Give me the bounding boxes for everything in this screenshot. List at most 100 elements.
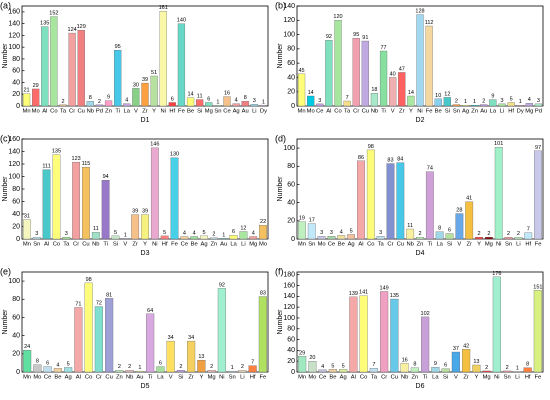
bar (347, 234, 356, 240)
value-label: 146 (150, 142, 159, 148)
bar (504, 237, 513, 240)
y-axis-label: Number (2, 43, 9, 69)
x-tick-label: Mo (307, 109, 315, 115)
y-tick-label: 40 (287, 74, 295, 81)
value-label: 2 (210, 364, 213, 370)
bar (325, 40, 333, 107)
x-tick-label: Cr (73, 242, 79, 248)
x-tick-label: Co (360, 375, 367, 381)
value-label: 8 (413, 362, 416, 368)
x-tick-label: Fe (178, 109, 185, 115)
x-tick-label: Nb (87, 109, 94, 115)
value-label: 16 (402, 357, 408, 363)
x-tick-label: Au (480, 109, 487, 115)
value-label: 4 (235, 98, 238, 104)
x-tick-label: Al (351, 375, 356, 381)
value-label: 95 (115, 44, 121, 50)
value-label: 13 (473, 359, 479, 365)
x-tick-label: Al (42, 109, 47, 115)
value-label: 3 (330, 230, 333, 236)
value-label: 4 (193, 230, 196, 236)
x-tick-label: Pd (535, 109, 542, 115)
value-label: 7 (527, 227, 530, 233)
bar (23, 350, 32, 373)
x-tick-label: Y (409, 109, 413, 115)
x-tick-label: Al (44, 242, 49, 248)
value-label: 77 (380, 45, 386, 51)
bar (366, 149, 375, 240)
bar (475, 237, 483, 240)
y-tick-label: 40 (12, 332, 20, 339)
value-label: 130 (170, 152, 179, 158)
x-tick-label: Ce (44, 375, 51, 381)
x-tick-label: Be (435, 109, 442, 115)
bar (72, 161, 81, 240)
x-tick-label: Mo (308, 375, 316, 381)
value-label: 4 (125, 98, 128, 104)
value-label: 1 (138, 365, 141, 371)
bar (248, 365, 257, 373)
x-tick-label: Ce (328, 242, 335, 248)
y-tick-label: 120 (8, 161, 20, 168)
value-label: 115 (82, 161, 91, 167)
x-axis-label: D5 (141, 383, 150, 390)
value-label: 37 (453, 346, 459, 352)
x-tick-label: Cr (387, 242, 393, 248)
y-tick-label: 20 (12, 351, 20, 358)
value-label: 3 (253, 98, 256, 104)
value-label: 2 (61, 99, 64, 105)
x-tick-label: Ti (115, 109, 120, 115)
bar (187, 340, 196, 373)
value-label: 18 (371, 87, 377, 93)
x-tick-label: Mn (298, 375, 306, 381)
value-label: 135 (52, 149, 61, 155)
value-label: 112 (425, 20, 434, 26)
value-label: 64 (147, 308, 153, 314)
bar (435, 231, 444, 240)
y-tick-label: 160 (8, 136, 20, 143)
panel: 02040608010012014045Mn14Mo3Ce92Al120Co7T… (275, 0, 544, 124)
y-tick-label: 0 (291, 236, 295, 243)
bar (41, 26, 49, 107)
value-label: 1 (516, 365, 519, 371)
value-label: 120 (333, 14, 342, 20)
y-tick-label: 160 (8, 9, 20, 16)
bar (249, 236, 258, 240)
bar (390, 298, 399, 373)
bar (451, 351, 460, 373)
bar (125, 370, 134, 373)
x-tick-label: Ta (371, 375, 378, 381)
bar (318, 369, 327, 373)
bar (43, 366, 52, 373)
y-tick-label: 20 (287, 218, 295, 225)
bar (105, 298, 114, 373)
y-tick-label: 60 (287, 181, 295, 188)
bar (441, 368, 450, 373)
value-label: 20 (309, 355, 315, 361)
value-label: 2 (485, 365, 488, 371)
bar (507, 102, 515, 107)
bar (258, 296, 267, 373)
bar (228, 370, 237, 373)
x-tick-label: Nb (126, 375, 133, 381)
x-tick-label: Li (241, 242, 246, 248)
value-label: 161 (159, 5, 168, 11)
y-tick-label: 100 (8, 44, 20, 51)
x-tick-label: Cu (82, 242, 89, 248)
y-tick-label: 60 (287, 60, 295, 67)
y-tick-label: 100 (283, 31, 295, 38)
y-tick-label: 100 (283, 145, 295, 152)
value-label: 3 (537, 98, 540, 104)
y-tick-label: 140 (8, 148, 20, 155)
x-tick-label: Cu (362, 109, 369, 115)
x-tick-label: Ti (428, 242, 433, 248)
y-axis-label: Number (277, 43, 284, 69)
bar (141, 214, 149, 240)
bar (514, 237, 523, 240)
bar (386, 163, 395, 240)
value-label: 129 (77, 24, 86, 30)
x-tick-label: V (169, 375, 173, 381)
value-label: 39 (142, 77, 148, 83)
x-tick-label: Sn (505, 242, 512, 248)
x-tick-label: Ce (223, 109, 230, 115)
